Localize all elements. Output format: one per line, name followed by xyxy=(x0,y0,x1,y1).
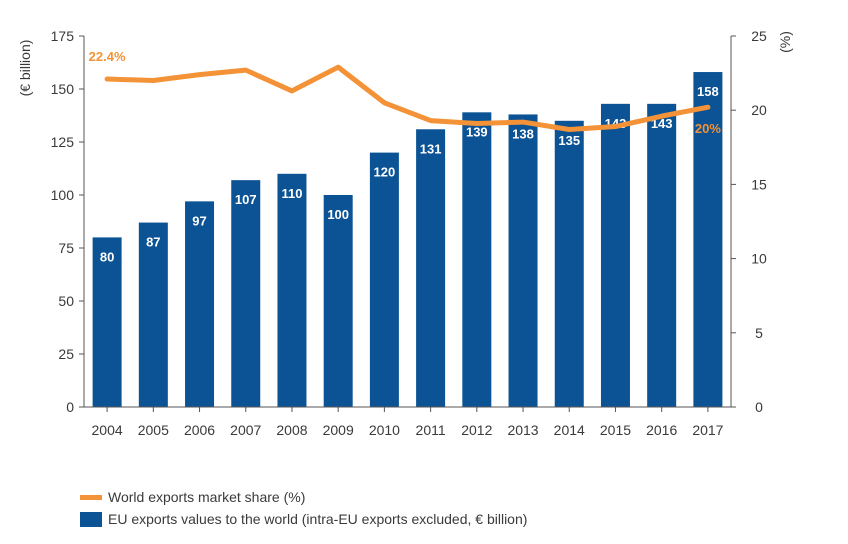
bar-2014 xyxy=(554,120,584,408)
left-tick-label-0: 0 xyxy=(66,399,74,415)
right-axis-title: (%) xyxy=(777,31,793,53)
left-tick-label-100: 100 xyxy=(51,187,75,203)
x-tick-label-2009: 2009 xyxy=(323,422,354,438)
market-share-line xyxy=(104,64,711,132)
legend-bar-swatch xyxy=(80,511,102,527)
bar-2016 xyxy=(647,103,677,407)
axes-group: 0 25 50 75 100 125 150 175 0 5 10 15 20 25 2004 2005 200… xyxy=(17,28,793,438)
left-tick-label-25: 25 xyxy=(58,346,74,362)
bar-2009 xyxy=(323,195,353,407)
line-group: 22.4% 20% xyxy=(89,49,722,136)
left-tick-label-175: 175 xyxy=(51,28,75,44)
left-tick-label-125: 125 xyxy=(51,134,75,150)
x-tick-label-2006: 2006 xyxy=(184,422,215,438)
x-tick-label-2008: 2008 xyxy=(276,422,307,438)
x-tick-label-2004: 2004 xyxy=(92,422,123,438)
legend: World exports market share (%) EU export… xyxy=(80,486,527,530)
bar-2015 xyxy=(600,103,630,407)
right-tick-label-20: 20 xyxy=(751,102,767,118)
x-tick-label-2011: 2011 xyxy=(416,422,446,438)
bar-2010 xyxy=(369,152,399,407)
x-tick-label-2012: 2012 xyxy=(461,422,492,438)
bar-2012 xyxy=(462,112,492,407)
x-tick-label-2015: 2015 xyxy=(600,422,631,438)
bar-2007 xyxy=(231,180,261,407)
x-tick-label-2017: 2017 xyxy=(692,422,723,438)
bar-label-2009: 100 xyxy=(327,207,349,222)
bar-2006 xyxy=(185,201,215,407)
bar-label-2013: 138 xyxy=(512,126,534,141)
x-tick-label-2010: 2010 xyxy=(369,422,400,438)
left-tick-label-150: 150 xyxy=(51,81,75,97)
bar-label-2007: 107 xyxy=(235,192,257,207)
bar-label-2005: 87 xyxy=(146,235,160,250)
right-tick-label-10: 10 xyxy=(751,251,767,267)
right-tick-label-5: 5 xyxy=(755,325,763,341)
bar-label-2017: 158 xyxy=(697,84,719,99)
x-tick-label-2007: 2007 xyxy=(230,422,261,438)
x-tick-label-2016: 2016 xyxy=(646,422,677,438)
legend-item-bar: EU exports values to the world (intra-EU… xyxy=(80,508,527,530)
bar-label-2006: 97 xyxy=(192,213,206,228)
bar-label-2011: 131 xyxy=(420,141,442,156)
x-tick-label-2013: 2013 xyxy=(507,422,538,438)
bar-2013 xyxy=(508,114,538,407)
legend-item-line: World exports market share (%) xyxy=(80,486,527,508)
left-tick-label-75: 75 xyxy=(58,240,74,256)
line-label-last: 20% xyxy=(695,121,721,136)
right-tick-label-25: 25 xyxy=(751,28,767,44)
bar-2005 xyxy=(138,222,168,407)
right-tick-label-15: 15 xyxy=(751,176,767,192)
bar-label-2010: 120 xyxy=(374,165,396,180)
bar-2017 xyxy=(693,72,723,407)
bars-group xyxy=(92,72,723,408)
bar-label-2004: 80 xyxy=(100,249,114,264)
legend-line-swatch xyxy=(80,494,102,500)
bar-label-2008: 110 xyxy=(281,186,302,201)
line-label-first: 22.4% xyxy=(89,49,126,64)
bar-2004 xyxy=(92,237,122,407)
legend-line-label: World exports market share (%) xyxy=(108,489,306,505)
legend-bar-label: EU exports values to the world (intra-EU… xyxy=(108,511,528,527)
right-tick-label-0: 0 xyxy=(755,399,763,415)
left-tick-label-50: 50 xyxy=(58,293,74,309)
x-tick-label-2014: 2014 xyxy=(554,422,585,438)
bar-2011 xyxy=(416,129,446,407)
bar-label-2014: 135 xyxy=(558,133,580,148)
bar-2008 xyxy=(277,173,307,407)
bar-label-2012: 139 xyxy=(466,124,488,139)
x-tick-label-2005: 2005 xyxy=(138,422,169,438)
left-axis-title: (€ billion) xyxy=(17,40,33,97)
